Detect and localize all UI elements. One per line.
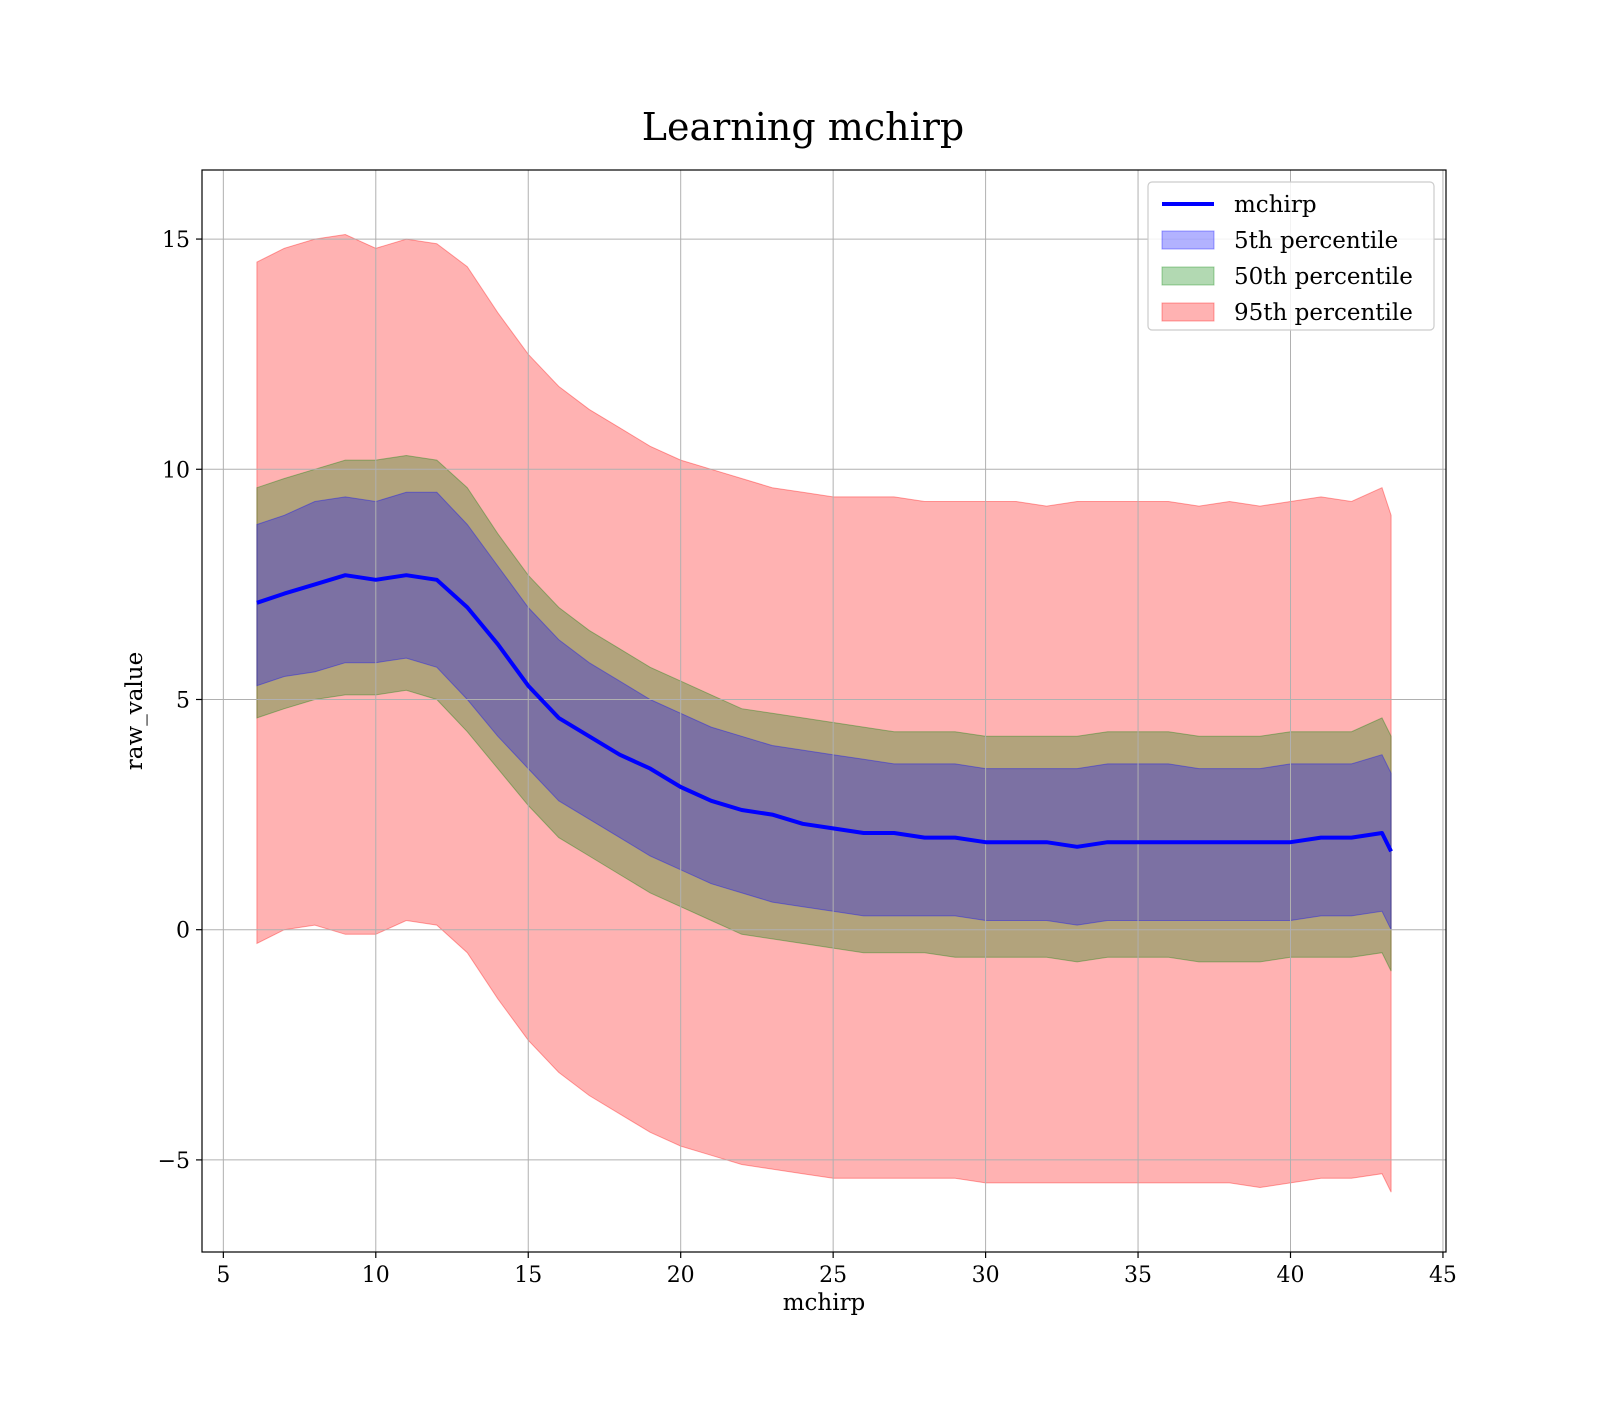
y-tick-label: 0 [176,919,190,944]
x-tick-label: 35 [1124,1263,1152,1288]
ticks-layer: 5 10 15 20 25 30 35 40 45 −5 0 5 10 15 [158,228,1457,1288]
y-tick-label: 10 [162,458,190,483]
legend-box [1147,181,1435,331]
x-tick-label: 10 [362,1263,390,1288]
x-axis-label: mchirp [783,1290,866,1316]
legend-label: 95th percentile [1234,300,1413,326]
y-axis-label: raw_value [122,652,148,770]
legend-swatch-patch [1161,230,1215,250]
x-tick-label: 15 [514,1263,542,1288]
legend-label: 5th percentile [1234,228,1398,254]
legend: mchirp 5th percentile 50th percentile 95th … [1147,181,1435,331]
legend-items: mchirp 5th percentile 50th percentile 95th … [1161,192,1413,326]
legend-swatch-patch [1161,302,1215,322]
y-tick-label: −5 [158,1149,190,1174]
x-tick-label: 40 [1277,1263,1305,1288]
line-layer [256,573,1393,853]
x-tick-label: 30 [972,1263,1000,1288]
y-tick-label: 15 [162,228,190,253]
plot-frame [201,169,1447,1253]
x-tick-label: 5 [216,1263,230,1288]
band-95th-percentile [256,233,1392,1193]
x-tick-label: 20 [667,1263,695,1288]
chart-title: Learning mchirp [642,105,964,149]
legend-swatch-patch [1161,266,1215,286]
y-tick-label: 5 [176,688,190,713]
legend-label: mchirp [1234,192,1317,218]
legend-label: 50th percentile [1234,264,1413,290]
series-line-mchirp [256,573,1393,853]
x-tick-label: 25 [819,1263,847,1288]
x-tick-label: 45 [1429,1263,1457,1288]
